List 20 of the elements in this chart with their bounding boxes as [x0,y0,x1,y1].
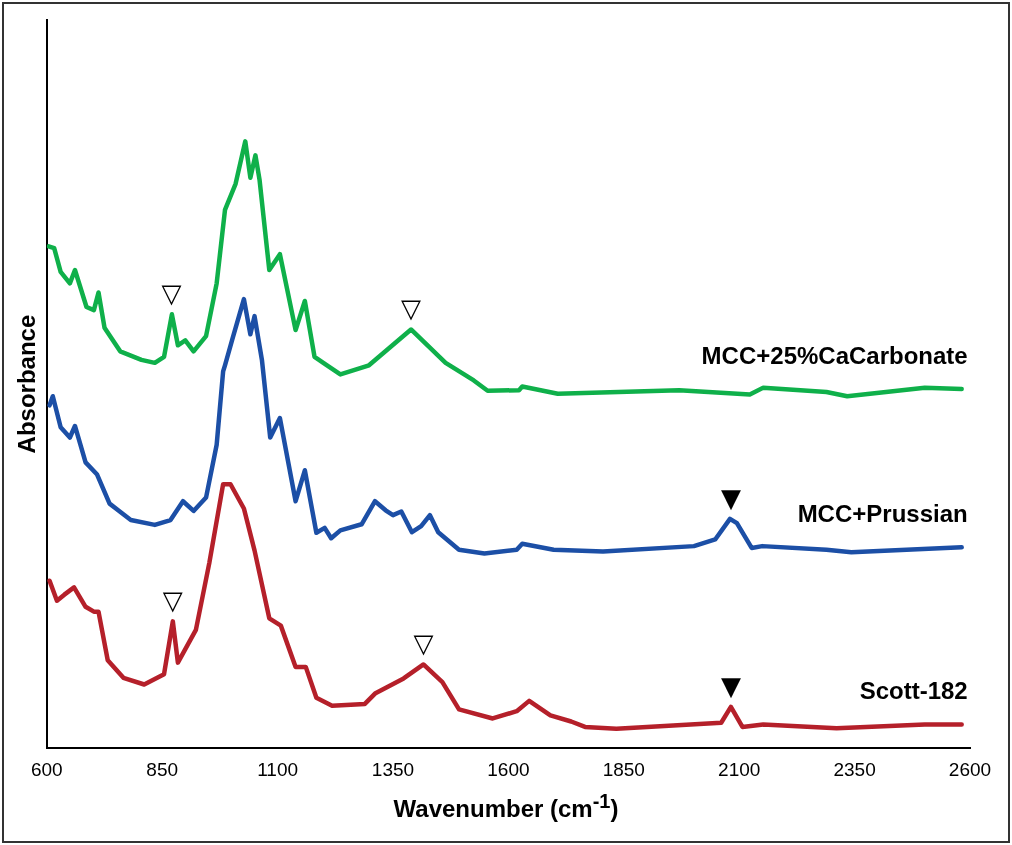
x-tick-label: 2350 [833,758,876,780]
x-tick-label: 2600 [948,758,992,780]
x-tick-label: 850 [146,758,179,780]
series-label: MCC+Prussian [797,499,968,527]
x-tick-label: 1350 [371,758,415,780]
x-axis-title: Wavenumber (cm$^{-1}$) [392,790,620,823]
annotation: ▽ [413,628,434,659]
x-tick-label: 2100 [718,758,761,780]
y-axis-title: Absorbance [13,314,41,454]
x-tick-label: 1850 [602,758,645,780]
x-tick-label: 1600 [487,758,530,780]
series-label: Scott-182 [859,677,968,705]
annotation: ▼ [720,482,741,513]
annotation: ▽ [401,293,421,324]
annotation: ▽ [161,278,182,309]
x-tick-label: 1100 [257,758,299,780]
annotation: ▽ [162,585,183,616]
x-tick-label: 600 [30,758,63,780]
annotation: ▼ [720,670,741,701]
series-label: MCC+25%CaCarbonate [701,341,968,369]
